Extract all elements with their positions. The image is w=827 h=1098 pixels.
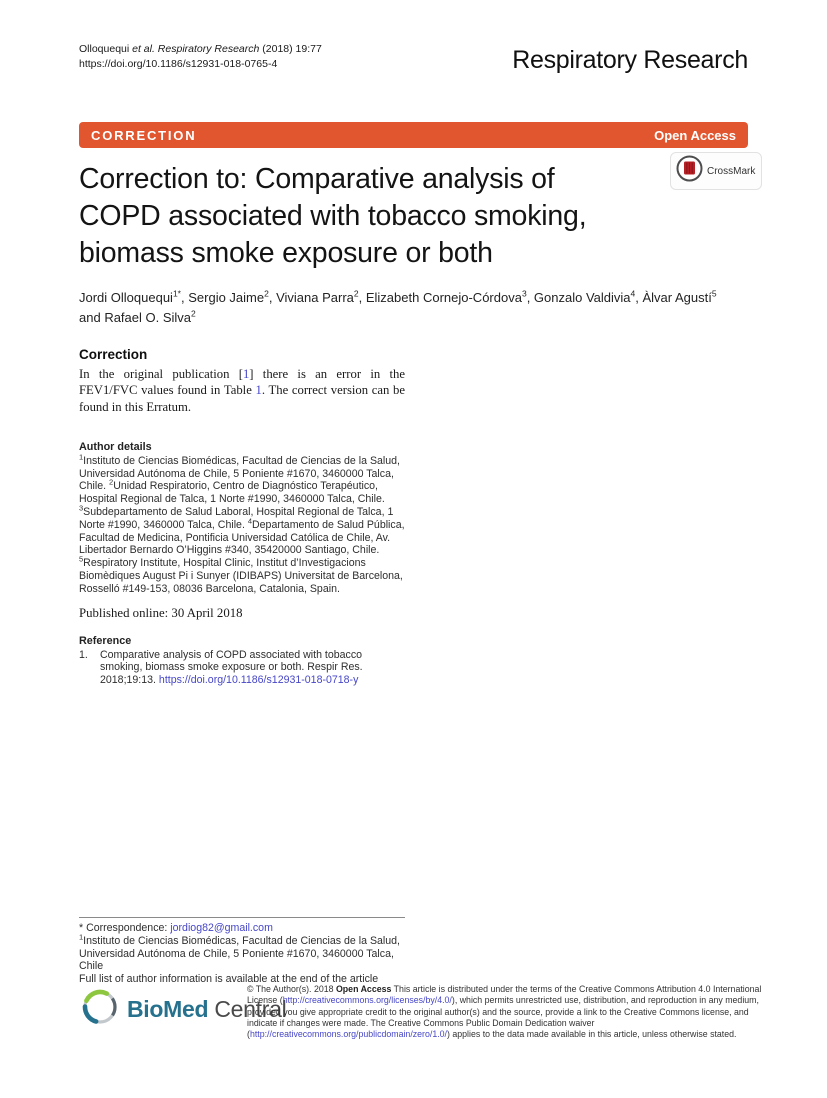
license-body: This article is distributed under the te… <box>247 984 762 1006</box>
correction-text: In the original publication [ <box>79 367 243 381</box>
logo-text: BioMed Central <box>127 996 287 1023</box>
logo-text-biomed: BioMed <box>127 996 209 1022</box>
author-name: Rafael O. Silva <box>104 310 192 325</box>
section-heading-author-details: Author details <box>79 440 152 453</box>
citation-line: Olloquequi et al. Respiratory Research (… <box>79 42 322 57</box>
affiliation-text: Subdepartamento de Salud Laboral, Hospit… <box>79 506 394 531</box>
header-citation: Olloquequi et al. Respiratory Research (… <box>79 42 322 72</box>
full-list-note: Full list of author information is avail… <box>79 973 379 986</box>
author-details-paragraph: 1Instituto de Ciencias Biomédicas, Facul… <box>79 452 405 596</box>
affiliation-text: Instituto de Ciencias Biomédicas, Facult… <box>79 454 400 493</box>
author-name: Viviana Parra <box>276 290 354 305</box>
email-link[interactable]: jordiog82@gmail.com <box>170 922 273 934</box>
journal-name: Respiratory Research <box>512 46 748 74</box>
author-separator: , <box>358 290 366 305</box>
reference-citation: Comparative analysis of COPD associated … <box>100 648 363 687</box>
logo-text-central: Central <box>214 996 287 1022</box>
affiliation-text: Respiratory Institute, Hospital Clinic, … <box>79 557 403 595</box>
biomed-central-logo: BioMed Central <box>79 986 287 1033</box>
author-separator: , <box>635 290 643 305</box>
affiliation-superscript: 3 <box>79 503 84 513</box>
reference-item: 1. Comparative analysis of COPD associat… <box>79 649 405 687</box>
title-line-3: biomass smoke exposure or both <box>79 237 493 269</box>
copyright-text: © The Author(s). 2018 <box>247 984 336 994</box>
reference-doi-link[interactable]: https://doi.org/10.1186/s12931-018-0718-… <box>158 674 359 687</box>
bmc-circle-icon <box>79 986 121 1033</box>
author-superscript: 4 <box>630 288 636 299</box>
published-online: Published online: 30 April 2018 <box>79 605 243 620</box>
author-superscript: 1* <box>172 288 181 299</box>
author-superscript: 2 <box>191 308 196 319</box>
left-column: Correction In the original publication [… <box>79 347 405 687</box>
reference-number: 1. <box>79 648 88 661</box>
affiliation-superscript: 4 <box>247 516 253 526</box>
corresponding-affiliation: 1Instituto de Ciencias Biomédicas, Facul… <box>79 932 405 973</box>
correction-paragraph: In the original publication [1] there is… <box>79 366 405 415</box>
title-line-2: COPD associated with tobacco smoking, <box>79 200 587 232</box>
author-superscript: 5 <box>711 288 717 299</box>
correction-text: . The correct version can be found in th… <box>79 383 406 414</box>
table-link-inline[interactable]: 1 <box>255 383 262 398</box>
license-link-zero[interactable]: http://creativecommons.org/publicdomain/… <box>249 1029 447 1040</box>
crossmark-label: CrossMark <box>707 165 756 177</box>
author-superscript: 2 <box>264 288 269 299</box>
affiliation-superscript: 1 <box>79 932 84 942</box>
author-name: Gonzalo Valdivia <box>533 290 631 305</box>
citation-author: Olloquequi <box>79 43 133 55</box>
affiliation-superscript: 5 <box>79 554 84 564</box>
section-heading-correction: Correction <box>79 347 148 362</box>
article-type-banner: CORRECTION Open Access <box>79 122 748 148</box>
author-separator: , <box>526 290 534 305</box>
license-body: ) applies to the data made available in … <box>447 1029 737 1040</box>
correction-text: ] there is an error in the FEV1/FVC valu… <box>79 367 405 398</box>
title-line-1: Correction to: Comparative analysis of <box>79 163 555 195</box>
doi-line: https://doi.org/10.1186/s12931-018-0765-… <box>79 58 278 70</box>
citation-volume: (2018) 19:77 <box>259 43 322 55</box>
open-access-label: Open Access <box>654 127 736 143</box>
section-heading-reference: Reference <box>79 634 132 647</box>
author-list: Jordi Olloquequi1*, Sergio Jaime2, Vivia… <box>79 288 739 328</box>
reference-text: Comparative analysis of COPD associated … <box>100 649 405 687</box>
article-title: Correction to: Comparative analysis of C… <box>79 161 587 272</box>
affiliation-text: Departamento de Salud Pública, Facultad … <box>79 518 405 557</box>
author-name: Jordi Olloquequi <box>79 290 173 305</box>
correspondence-label: * Correspondence: <box>79 922 171 934</box>
correspondence-block: * Correspondence: jordiog82@gmail.com 1I… <box>79 917 405 986</box>
affiliation-superscript: 1 <box>79 452 84 462</box>
affiliation-text: Instituto de Ciencias Biomédicas, Facult… <box>79 934 400 973</box>
crossmark-badge[interactable]: CrossMark <box>670 152 762 190</box>
license-text: © The Author(s). 2018 Open Access This a… <box>247 984 775 1040</box>
author-name: Sergio Jaime <box>188 290 265 305</box>
author-separator: , <box>268 290 277 305</box>
license-body: ), which permits unrestricted use, distr… <box>247 995 759 1040</box>
affiliation-text: Unidad Respiratorio, Centro de Diagnósti… <box>79 480 385 506</box>
author-superscript: 3 <box>521 288 527 299</box>
article-type-label: CORRECTION <box>91 127 197 143</box>
open-access-bold: Open Access <box>335 984 392 994</box>
author-name: Elizabeth Cornejo-Córdova <box>365 290 522 305</box>
license-link-by[interactable]: http://creativecommons.org/licenses/by/4… <box>282 995 452 1006</box>
reference-link-inline[interactable]: 1 <box>242 367 250 381</box>
author-name: Àlvar Agustí <box>642 290 712 305</box>
affiliation-superscript: 2 <box>109 477 114 487</box>
correspondence-note: * Correspondence: jordiog82@gmail.com <box>79 922 405 935</box>
author-superscript: 2 <box>353 288 359 299</box>
crossmark-icon <box>676 155 703 187</box>
author-separator: , <box>181 290 189 305</box>
author-separator: and <box>79 310 105 325</box>
citation-journal-italic: et al. Respiratory Research <box>132 43 260 55</box>
